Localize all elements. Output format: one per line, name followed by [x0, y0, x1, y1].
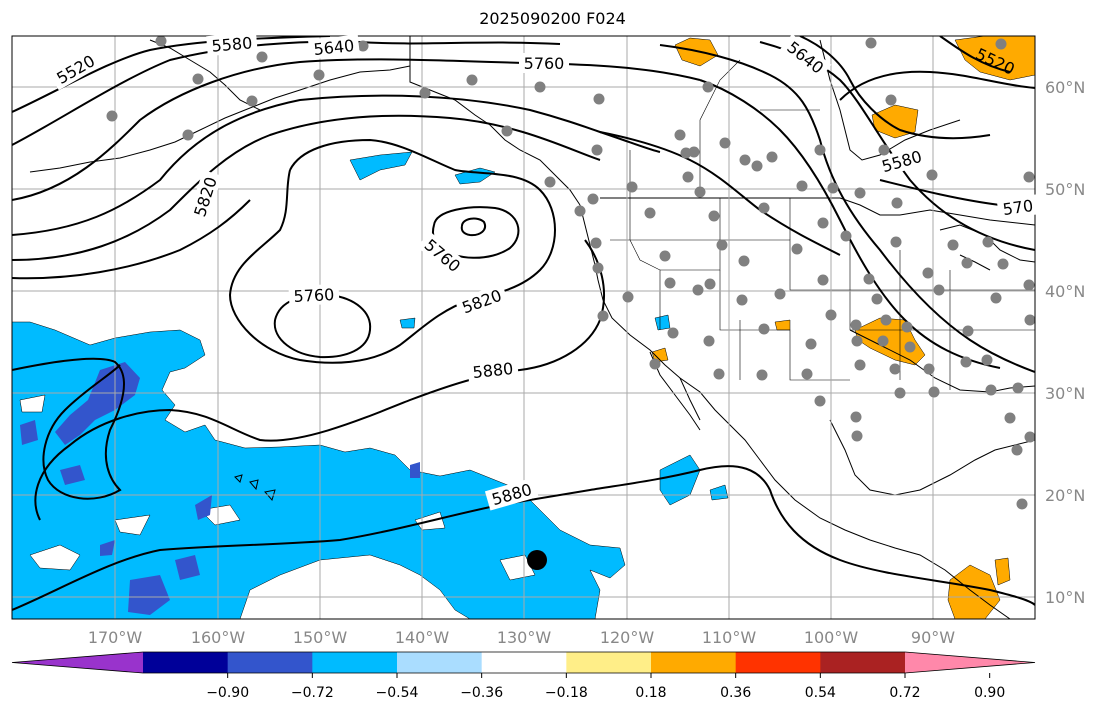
lat-label: 50°N	[1045, 180, 1085, 199]
colorbar-tick-label: 0.90	[974, 685, 1005, 701]
colorbar-tick-label: −0.90	[206, 685, 249, 701]
lon-label: 160°W	[191, 628, 246, 647]
map-frame	[11, 35, 1036, 620]
low-pressure-marker	[527, 550, 547, 570]
lat-label: 60°N	[1045, 78, 1085, 97]
colorbar-segment	[143, 652, 229, 673]
colorbar-tick-label: −0.18	[545, 685, 588, 701]
latitude-labels: 60°N 50°N 40°N 30°N 20°N 10°N	[1045, 78, 1085, 607]
contour-labels: 5520 5580 5640 5760 5640 5520 5820 5760 …	[48, 31, 1040, 511]
map-title: 2025090200 F024	[479, 9, 626, 28]
stations	[106, 36, 1035, 510]
contour-label: 570	[1001, 196, 1034, 219]
lat-label: 30°N	[1045, 384, 1085, 403]
colorbar: −0.90 −0.72 −0.54 −0.36 −0.18 0.18 0.36 0.54 0.7…	[11, 651, 1036, 701]
lon-label: 130°W	[497, 628, 552, 647]
lat-label: 40°N	[1045, 282, 1085, 301]
colorbar-tick-label: 0.36	[720, 685, 751, 701]
state-borders	[610, 59, 1035, 390]
strong-negative-anomaly	[55, 362, 140, 445]
contour-label: 5760	[524, 54, 565, 73]
contour-label: 5580	[211, 33, 253, 55]
colorbar-segment	[651, 652, 737, 673]
longitude-labels: 170°W 160°W 150°W 140°W 130°W 120°W 110°…	[88, 628, 955, 647]
colorbar-segment	[820, 652, 906, 673]
lon-label: 170°W	[88, 628, 143, 647]
contour-label: 5640	[313, 36, 355, 59]
lon-label: 140°W	[395, 628, 450, 647]
lon-label: 120°W	[600, 628, 655, 647]
lon-label: 100°W	[804, 628, 859, 647]
lon-label: 90°W	[911, 628, 955, 647]
lat-label: 10°N	[1045, 588, 1085, 607]
colorbar-tick-label: −0.72	[291, 685, 334, 701]
lon-label: 110°W	[702, 628, 757, 647]
contour-label: 5880	[472, 359, 514, 382]
colorbar-tick-label: −0.36	[460, 685, 503, 701]
colorbar-segment	[227, 652, 313, 673]
colorbar-segment	[735, 652, 821, 673]
lon-label: 150°W	[293, 628, 348, 647]
colorbar-segment	[312, 652, 398, 673]
map-area	[12, 36, 1035, 619]
lat-label: 20°N	[1045, 486, 1085, 505]
colorbar-segment	[905, 652, 1035, 673]
colorbar-segment	[12, 652, 143, 673]
contour-label: 5760	[293, 285, 335, 306]
colorbar-tick-label: 0.18	[635, 685, 666, 701]
colorbar-segment	[397, 652, 483, 673]
colorbar-tick-label: −0.54	[376, 685, 419, 701]
colorbar-tick-label: 0.54	[805, 685, 836, 701]
gridlines	[12, 36, 1035, 619]
colorbar-tick-label: 0.72	[889, 685, 920, 701]
colorbar-segment	[566, 652, 652, 673]
colorbar-segment	[481, 652, 567, 673]
